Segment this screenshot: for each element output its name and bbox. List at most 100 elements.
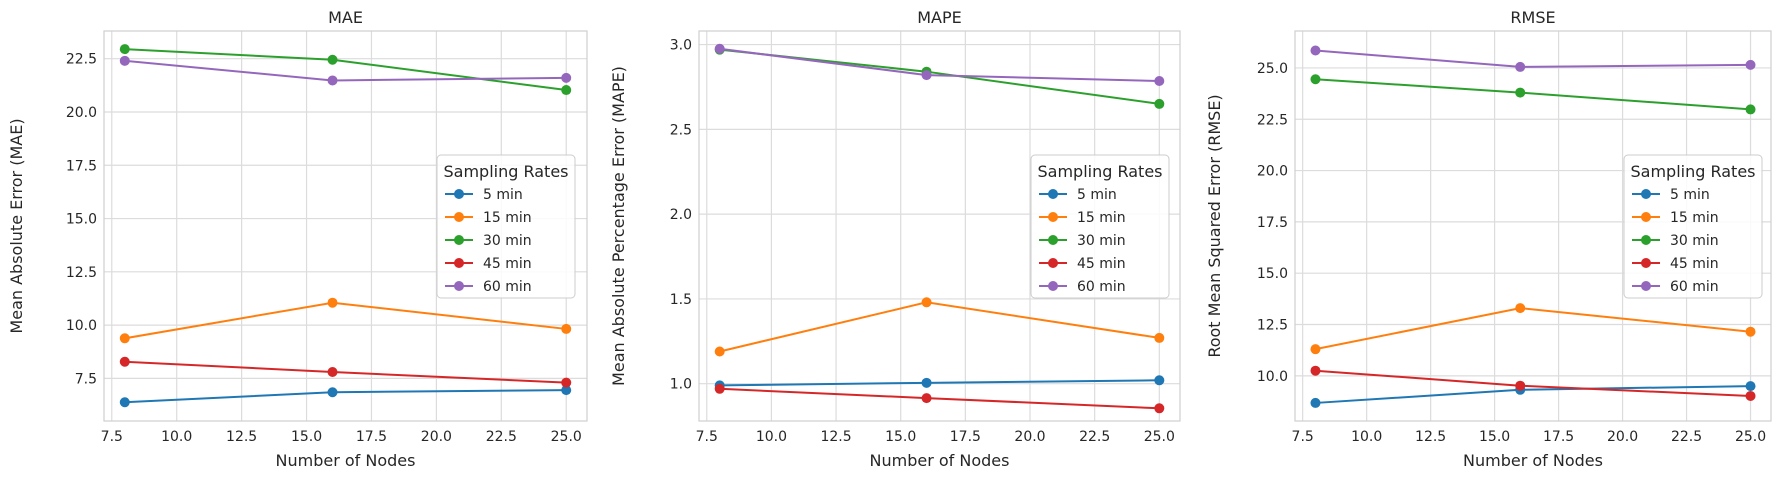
y-tick-label: 3.0 <box>670 38 692 54</box>
x-tick-label: 10.0 <box>1351 429 1382 445</box>
x-tick-label: 7.5 <box>101 429 123 445</box>
y-tick-label: 20.0 <box>1257 164 1288 180</box>
x-tick-label: 12.5 <box>1415 429 1446 445</box>
x-tick-label: 15.0 <box>291 429 322 445</box>
legend-label-30-min: 30 min <box>1077 233 1126 249</box>
legend-label-30-min: 30 min <box>483 233 532 249</box>
data-point-5-min <box>1154 375 1165 386</box>
data-point-45-min <box>714 383 725 394</box>
data-point-60-min <box>1515 61 1526 72</box>
data-point-45-min <box>119 356 130 367</box>
x-tick-label: 7.5 <box>696 429 718 445</box>
x-tick-label: 10.0 <box>756 429 787 445</box>
chart-title: MAPE <box>917 8 962 27</box>
legend-label-15-min: 15 min <box>1670 210 1719 226</box>
plot-frame <box>103 30 588 422</box>
legend-title: Sampling Rates <box>444 162 569 181</box>
legend-label-45-min: 45 min <box>483 256 532 272</box>
legend-swatch-marker-45-min <box>1641 258 1651 268</box>
x-tick-label: 15.0 <box>1479 429 1510 445</box>
x-tick-label: 12.5 <box>226 429 257 445</box>
y-tick-label: 12.5 <box>66 265 97 281</box>
data-point-15-min <box>1515 303 1526 314</box>
legend-swatch-marker-15-min <box>454 212 464 222</box>
x-tick-label: 17.5 <box>1543 429 1574 445</box>
data-point-15-min <box>1310 344 1321 355</box>
data-point-45-min <box>1310 365 1321 376</box>
legend: Sampling Rates 5 min 15 min 30 min 45 min 60 … <box>436 154 576 299</box>
x-tick-label: 25.0 <box>1735 429 1766 445</box>
legend-label-5-min: 5 min <box>1077 187 1117 203</box>
legend-label-45-min: 45 min <box>1077 256 1126 272</box>
legend-swatch-marker-30-min <box>1641 235 1651 245</box>
plot-frame <box>698 30 1181 422</box>
legend-swatch-marker-30-min <box>1048 235 1058 245</box>
y-tick-label: 7.5 <box>75 371 97 387</box>
legend: Sampling Rates 5 min 15 min 30 min 45 min 60 … <box>1623 154 1763 299</box>
plot-frame <box>1294 30 1772 422</box>
data-point-30-min <box>561 85 572 96</box>
data-point-45-min <box>1515 380 1526 391</box>
data-point-45-min <box>1154 403 1165 414</box>
y-axis-label: Root Mean Squared Error (RMSE) <box>1205 94 1224 357</box>
chart-title: MAE <box>328 8 363 27</box>
y-tick-label: 15.0 <box>66 212 97 228</box>
y-tick-label: 17.5 <box>66 158 97 174</box>
x-tick-label: 22.5 <box>1079 429 1110 445</box>
x-tick-label: 20.0 <box>421 429 452 445</box>
x-tick-label: 20.0 <box>1607 429 1638 445</box>
y-tick-label: 2.5 <box>670 122 692 138</box>
legend-swatch-marker-15-min <box>1048 212 1058 222</box>
y-tick-label: 20.0 <box>66 105 97 121</box>
legend-label-60-min: 60 min <box>483 279 532 295</box>
legend-swatch-marker-60-min <box>1048 281 1058 291</box>
y-tick-label: 25.0 <box>1257 61 1288 77</box>
legend-label-15-min: 15 min <box>483 210 532 226</box>
y-tick-label: 1.0 <box>670 377 692 393</box>
data-point-45-min <box>327 366 338 377</box>
y-tick-label: 10.0 <box>1257 369 1288 385</box>
x-axis-label: Number of Nodes <box>870 451 1010 470</box>
x-axis-label: Number of Nodes <box>1463 451 1603 470</box>
data-point-30-min <box>327 54 338 65</box>
x-tick-label: 20.0 <box>1014 429 1045 445</box>
x-tick-label: 15.0 <box>885 429 916 445</box>
legend-label-15-min: 15 min <box>1077 210 1126 226</box>
y-tick-label: 12.5 <box>1257 318 1288 334</box>
data-point-45-min <box>561 377 572 388</box>
legend-swatch-marker-60-min <box>1641 281 1651 291</box>
x-tick-label: 17.5 <box>950 429 981 445</box>
data-point-30-min <box>1745 104 1756 115</box>
legend-label-45-min: 45 min <box>1670 256 1719 272</box>
x-tick-label: 22.5 <box>1671 429 1702 445</box>
data-point-60-min <box>119 55 130 66</box>
data-point-30-min <box>1310 74 1321 85</box>
y-tick-label: 2.0 <box>670 207 692 223</box>
y-tick-label: 17.5 <box>1257 215 1288 231</box>
legend-label-30-min: 30 min <box>1670 233 1719 249</box>
chart-panel-rmse: 7.5 10.0 12.5 15.0 17.5 20.0 22.5 25.0 10.0 12.5 1… <box>1205 8 1772 470</box>
data-point-60-min <box>1745 59 1756 70</box>
legend-swatch-marker-15-min <box>1641 212 1651 222</box>
x-tick-label: 25.0 <box>551 429 582 445</box>
y-axis-label: Mean Absolute Percentage Error (MAPE) <box>609 66 628 386</box>
data-point-30-min <box>119 44 130 55</box>
legend-title: Sampling Rates <box>1038 162 1163 181</box>
data-point-60-min <box>327 75 338 86</box>
legend-swatch-marker-60-min <box>454 281 464 291</box>
x-tick-label: 10.0 <box>161 429 192 445</box>
data-point-15-min <box>119 333 130 344</box>
x-tick-label: 25.0 <box>1144 429 1175 445</box>
x-tick-label: 22.5 <box>486 429 517 445</box>
x-tick-label: 7.5 <box>1292 429 1314 445</box>
data-point-30-min <box>1515 87 1526 98</box>
data-point-45-min <box>1745 390 1756 401</box>
x-tick-label: 17.5 <box>356 429 387 445</box>
legend-swatch-marker-5-min <box>1641 189 1651 199</box>
legend-label-5-min: 5 min <box>483 187 523 203</box>
y-tick-label: 22.5 <box>66 52 97 68</box>
data-point-5-min <box>561 385 572 396</box>
data-point-15-min <box>921 297 932 308</box>
data-point-60-min <box>1154 76 1165 87</box>
